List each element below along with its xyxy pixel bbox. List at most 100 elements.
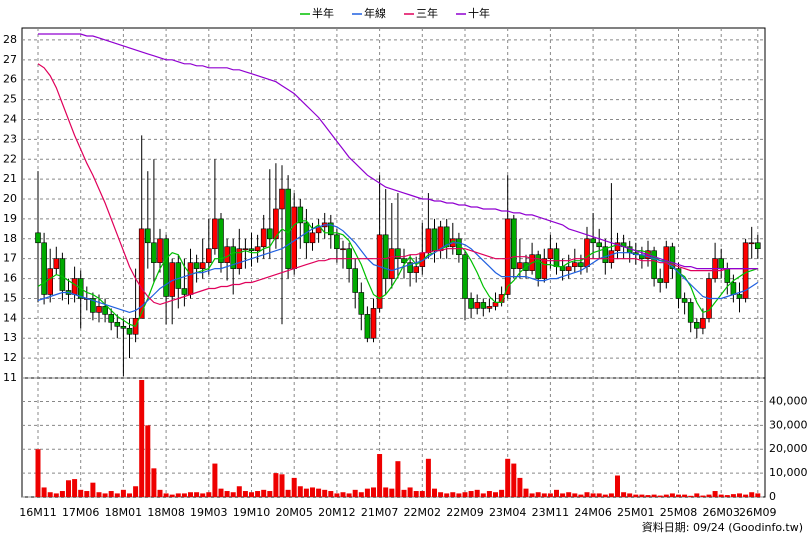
volume-bar xyxy=(474,489,480,497)
volume-bar xyxy=(621,492,627,497)
x-tick-label: 19M10 xyxy=(233,506,271,519)
volume-bar xyxy=(47,492,53,497)
volume-bar xyxy=(480,493,486,497)
candle-body xyxy=(431,228,438,252)
volume-bar xyxy=(541,493,547,497)
volume-bar xyxy=(706,494,712,497)
y2-tick-label: 20,000 xyxy=(769,442,808,455)
candle-body xyxy=(285,188,291,269)
volume-bar xyxy=(602,494,608,497)
volume-bar xyxy=(688,495,694,497)
candle-body xyxy=(254,246,261,252)
volume-bar xyxy=(114,493,120,497)
volume-bar xyxy=(35,449,41,497)
candle-body xyxy=(175,262,182,289)
volume-bar xyxy=(224,491,230,497)
y-tick-label: 13 xyxy=(3,331,17,344)
candle-body xyxy=(59,258,66,291)
candle-body xyxy=(181,288,188,295)
volume-bar xyxy=(291,477,297,497)
volume-bar xyxy=(712,491,718,497)
candle-body xyxy=(41,242,47,295)
candle-body xyxy=(608,250,615,263)
candle-body xyxy=(547,248,554,259)
legend-label: 十年 xyxy=(468,6,490,20)
volume-bar xyxy=(590,493,596,497)
y-tick-label: 17 xyxy=(3,252,17,265)
volume-bar xyxy=(413,491,419,497)
candle-body xyxy=(480,302,487,309)
candle-body xyxy=(413,266,420,273)
candle-body xyxy=(571,262,578,267)
candle-body xyxy=(663,246,670,283)
volume-bar xyxy=(157,489,163,497)
volume-bar xyxy=(206,492,212,497)
x-tick-label: 19M03 xyxy=(190,506,228,519)
candle-body xyxy=(474,302,481,309)
volume-bar xyxy=(663,494,669,497)
volume-bar xyxy=(627,493,633,497)
x-tick-label: 26M03 xyxy=(702,506,740,519)
ma-line xyxy=(37,220,758,328)
candle-body xyxy=(657,278,664,283)
candle-body xyxy=(157,238,163,263)
volume-bar xyxy=(84,491,90,497)
candle-body xyxy=(517,262,523,269)
y2-tick-label: 40,000 xyxy=(769,394,808,407)
y-tick-label: 23 xyxy=(3,132,17,145)
candle-body xyxy=(492,302,499,307)
volume-bar xyxy=(139,380,145,497)
candle-body xyxy=(114,322,121,327)
candle-body xyxy=(596,242,603,248)
y-tick-label: 28 xyxy=(3,33,17,46)
x-tick-label: 23M11 xyxy=(532,506,570,519)
candle-body xyxy=(693,322,700,329)
volume-bar xyxy=(529,493,535,497)
candle-body xyxy=(279,188,285,210)
candle-body xyxy=(602,246,609,263)
y-tick-label: 15 xyxy=(3,291,17,304)
volume-bar xyxy=(645,495,651,497)
candle-body xyxy=(53,258,60,269)
x-tick-label: 24M06 xyxy=(574,506,612,519)
y2-tick-label: 30,000 xyxy=(769,418,808,431)
volume-bar xyxy=(651,494,657,497)
candle-body xyxy=(206,248,212,263)
candle-body xyxy=(266,228,273,240)
volume-bar xyxy=(755,493,761,497)
candle-body xyxy=(364,314,371,339)
volume-bar xyxy=(676,494,681,497)
volume-bar xyxy=(218,488,224,497)
y2-tick-label: 0 xyxy=(769,490,776,503)
candle-body xyxy=(187,262,194,295)
x-tick-label: 25M01 xyxy=(617,506,655,519)
volume-bar xyxy=(493,492,498,497)
candle-body xyxy=(120,325,127,329)
candle-body xyxy=(730,282,737,295)
candle-body xyxy=(358,292,365,315)
volume-bar xyxy=(328,491,334,497)
candle-body xyxy=(273,208,279,240)
volume-bar xyxy=(694,493,700,497)
volume-bar xyxy=(358,492,364,497)
volume-bar xyxy=(175,493,181,497)
candle-body xyxy=(736,294,743,299)
x-tick-label: 17M06 xyxy=(62,506,100,519)
candle-body xyxy=(669,246,676,269)
volume-bar xyxy=(249,492,254,497)
volume-bar xyxy=(401,489,407,497)
x-tick-label: 25M08 xyxy=(660,506,698,519)
ma-line xyxy=(38,33,758,270)
candle-body xyxy=(199,262,206,269)
volume-bar xyxy=(499,489,505,497)
candle-body xyxy=(651,250,657,279)
source-note: 資料日期: 09/24 (Goodinfo.tw) xyxy=(642,520,803,534)
volume-bar xyxy=(261,489,267,497)
x-tick-label: 18M08 xyxy=(147,506,185,519)
volume-bar xyxy=(120,489,126,497)
volume-bar xyxy=(554,489,559,497)
volume-bar xyxy=(608,493,614,497)
volume-bar xyxy=(395,461,401,497)
volume-bar xyxy=(377,454,383,497)
candle-body xyxy=(145,228,151,244)
